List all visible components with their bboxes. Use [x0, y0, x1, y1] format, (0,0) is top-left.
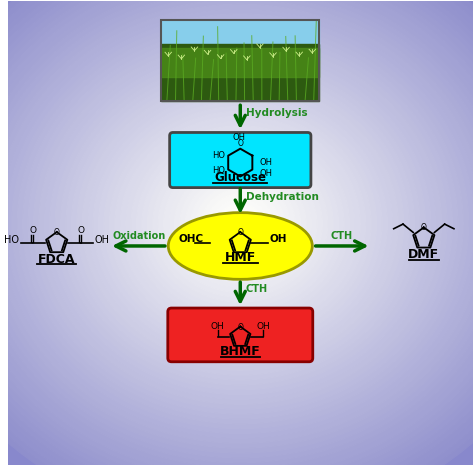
Ellipse shape — [99, 96, 382, 351]
Text: CTH: CTH — [246, 284, 268, 295]
Ellipse shape — [1, 9, 474, 439]
Ellipse shape — [218, 204, 263, 244]
Ellipse shape — [77, 77, 404, 370]
Ellipse shape — [185, 174, 295, 273]
Text: O: O — [237, 322, 243, 332]
Text: CTH: CTH — [330, 231, 353, 240]
Ellipse shape — [0, 0, 474, 453]
Ellipse shape — [0, 0, 474, 448]
Text: OHC: OHC — [179, 234, 204, 244]
Text: Oxidation: Oxidation — [112, 231, 165, 240]
Text: O: O — [77, 226, 84, 235]
Bar — [161, 44, 319, 101]
Text: OH: OH — [256, 322, 270, 331]
Ellipse shape — [207, 194, 273, 254]
Ellipse shape — [191, 179, 290, 268]
Text: HO: HO — [212, 151, 225, 160]
Ellipse shape — [88, 87, 393, 361]
Text: FDCA: FDCA — [38, 253, 75, 266]
Ellipse shape — [164, 155, 317, 293]
Text: DMF: DMF — [408, 248, 439, 261]
Text: O: O — [29, 226, 36, 235]
Ellipse shape — [126, 121, 355, 327]
Text: O: O — [421, 224, 427, 233]
Ellipse shape — [212, 199, 268, 249]
Ellipse shape — [196, 184, 284, 263]
Ellipse shape — [147, 140, 333, 307]
Ellipse shape — [142, 136, 338, 312]
Ellipse shape — [82, 82, 398, 365]
Ellipse shape — [72, 72, 409, 375]
Text: Hydrolysis: Hydrolysis — [246, 108, 308, 118]
Text: O: O — [237, 139, 243, 148]
Ellipse shape — [153, 145, 328, 302]
Text: OH: OH — [269, 234, 287, 244]
Text: HO: HO — [4, 235, 18, 245]
Ellipse shape — [180, 170, 301, 278]
Text: OH: OH — [260, 170, 273, 178]
Ellipse shape — [93, 92, 387, 356]
Text: O: O — [237, 228, 243, 237]
Bar — [161, 48, 319, 77]
Ellipse shape — [23, 28, 458, 419]
Text: OH: OH — [260, 158, 273, 167]
Ellipse shape — [50, 53, 431, 395]
Ellipse shape — [109, 106, 371, 341]
Ellipse shape — [115, 111, 366, 336]
Ellipse shape — [201, 189, 279, 259]
Text: Dehydration: Dehydration — [246, 192, 319, 202]
Ellipse shape — [0, 4, 474, 443]
Text: HMF: HMF — [225, 251, 256, 264]
Text: Glucose: Glucose — [214, 171, 266, 184]
Text: OH: OH — [233, 133, 246, 142]
Ellipse shape — [174, 164, 306, 283]
Bar — [161, 20, 319, 101]
Text: BHMF: BHMF — [220, 345, 261, 358]
Ellipse shape — [223, 208, 257, 239]
Ellipse shape — [169, 160, 311, 288]
Text: O: O — [54, 228, 60, 237]
Ellipse shape — [17, 24, 463, 424]
Ellipse shape — [104, 102, 376, 346]
FancyBboxPatch shape — [170, 132, 311, 188]
FancyBboxPatch shape — [168, 308, 313, 362]
Text: OH: OH — [210, 322, 224, 331]
Ellipse shape — [45, 48, 436, 399]
Ellipse shape — [137, 130, 344, 317]
Ellipse shape — [6, 14, 474, 433]
Ellipse shape — [28, 34, 453, 414]
Text: HO: HO — [212, 166, 225, 175]
Bar — [161, 20, 319, 61]
Text: OH: OH — [95, 235, 110, 245]
Ellipse shape — [66, 68, 415, 380]
Ellipse shape — [34, 38, 447, 409]
Ellipse shape — [55, 58, 425, 390]
Ellipse shape — [168, 212, 312, 279]
Ellipse shape — [39, 43, 442, 404]
Ellipse shape — [131, 126, 349, 322]
Ellipse shape — [12, 19, 469, 429]
Ellipse shape — [120, 116, 360, 331]
Ellipse shape — [158, 150, 322, 297]
Ellipse shape — [61, 62, 420, 385]
